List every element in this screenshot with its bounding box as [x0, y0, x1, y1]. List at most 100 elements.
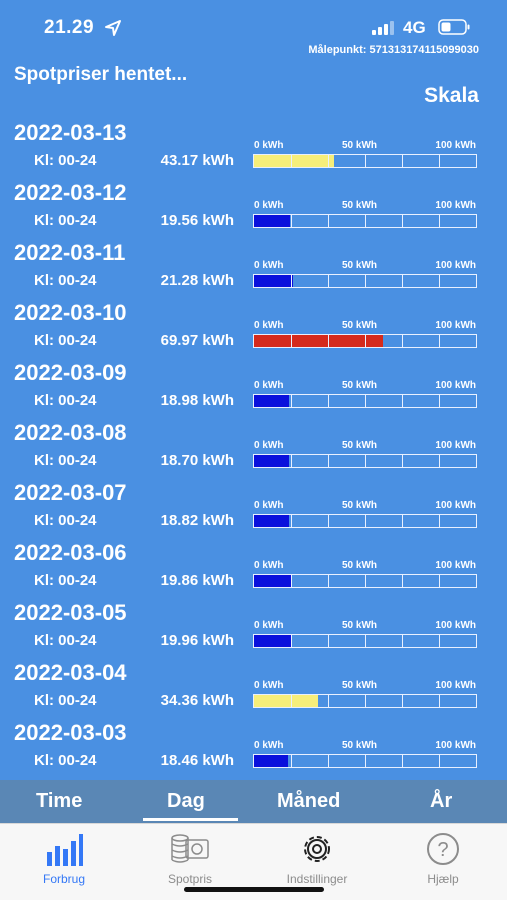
scale-tick-label: 100 kWh [435, 200, 476, 211]
day-row[interactable]: 2022-03-13 Kl: 00-24 43.17 kWh 0 kWh 50 kWh 1… [0, 116, 507, 176]
day-usage: 43.17 kWh [160, 152, 234, 169]
scale-tick-label: 0 kWh [254, 560, 284, 571]
scale-ticks: 0 kWh 50 kWh 100 kWh [254, 560, 476, 572]
usage-bar-divider [438, 275, 440, 287]
daily-usage-list[interactable]: 2022-03-13 Kl: 00-24 43.17 kWh 0 kWh 50 kWh 1… [0, 116, 507, 780]
usage-bar-divider [291, 335, 292, 347]
usage-bar-divider [327, 155, 329, 167]
usage-bar-divider [438, 395, 440, 407]
scale-ticks: 0 kWh 50 kWh 100 kWh [254, 200, 476, 212]
day-row[interactable]: 2022-03-09 Kl: 00-24 18.98 kWh 0 kWh 50 kWh 1… [0, 356, 507, 416]
scale-tick-label: 50 kWh [342, 680, 378, 691]
usage-bar-fill [254, 215, 291, 227]
svg-text:?: ? [437, 839, 448, 861]
usage-bar [253, 454, 477, 468]
usage-bar-divider [291, 635, 292, 647]
usage-bar-divider [327, 755, 329, 767]
usage-bar-divider [438, 755, 440, 767]
scale-tick-label: 100 kWh [435, 140, 476, 151]
scale-tick-label: 50 kWh [342, 320, 378, 331]
tab-dag[interactable]: Dag [167, 790, 205, 812]
day-date: 2022-03-04 [14, 660, 127, 685]
help-icon: ? [427, 833, 459, 865]
tab-aar[interactable]: År [430, 790, 453, 812]
scale-tick-label: 100 kWh [435, 320, 476, 331]
day-usage: 69.97 kWh [160, 332, 234, 349]
usage-bar-divider [402, 335, 403, 347]
day-row[interactable]: 2022-03-05 Kl: 00-24 19.96 kWh 0 kWh 50 kWh 1… [0, 596, 507, 656]
usage-bar-fill [254, 515, 289, 527]
scale-ticks: 0 kWh 50 kWh 100 kWh [254, 740, 476, 752]
usage-bar-divider [291, 455, 292, 467]
usage-bar [253, 694, 477, 708]
scale-ticks: 0 kWh 50 kWh 100 kWh [254, 440, 476, 452]
scale-tick-label: 100 kWh [435, 680, 476, 691]
day-row[interactable]: 2022-03-03 Kl: 00-24 18.46 kWh 0 kWh 50 kWh 1… [0, 716, 507, 776]
usage-bar [253, 514, 477, 528]
scale-tick-label: 50 kWh [342, 740, 378, 751]
usage-bar-fill [254, 335, 384, 347]
usage-bar [253, 394, 477, 408]
scale-tick-label: 100 kWh [435, 380, 476, 391]
usage-bar-divider [438, 215, 440, 227]
nav-spotpris[interactable]: Spotpris [135, 830, 245, 890]
usage-bar-divider [291, 515, 292, 527]
scale-tick-label: 0 kWh [254, 320, 284, 331]
scale-tick-label: 100 kWh [435, 560, 476, 571]
tab-maaned[interactable]: Måned [277, 790, 341, 812]
usage-bar-divider [402, 395, 403, 407]
usage-bar [253, 214, 477, 228]
day-row[interactable]: 2022-03-11 Kl: 00-24 21.28 kWh 0 kWh 50 kWh 1… [0, 236, 507, 296]
usage-bar-fill [254, 755, 289, 767]
day-row[interactable]: 2022-03-04 Kl: 00-24 34.36 kWh 0 kWh 50 kWh 1… [0, 656, 507, 716]
nav-indstillinger[interactable]: Indstillinger [262, 830, 372, 890]
meter-point-id: Målepunkt: 571313174115099030 [308, 44, 479, 56]
day-date: 2022-03-13 [14, 120, 127, 145]
usage-bar-divider [291, 755, 292, 767]
usage-bar-divider [402, 635, 403, 647]
day-row[interactable]: 2022-03-08 Kl: 00-24 18.70 kWh 0 kWh 50 kWh 1… [0, 416, 507, 476]
period-tabs: Time Dag Måned År [0, 780, 507, 823]
network-label: 4G [403, 18, 426, 37]
day-row[interactable]: 2022-03-06 Kl: 00-24 19.86 kWh 0 kWh 50 kWh 1… [0, 536, 507, 596]
battery-icon [438, 19, 470, 35]
usage-bar-divider [365, 755, 366, 767]
usage-bar-fill [254, 455, 289, 467]
usage-bar-divider [365, 335, 366, 347]
scale-tick-label: 100 kWh [435, 500, 476, 511]
tab-time[interactable]: Time [36, 790, 83, 812]
usage-bar-divider [365, 515, 366, 527]
scale-tick-label: 0 kWh [254, 140, 284, 151]
day-date: 2022-03-08 [14, 420, 127, 445]
day-period: Kl: 00-24 [34, 692, 97, 709]
usage-bar-divider [402, 695, 403, 707]
usage-bar-fill [254, 275, 294, 287]
scale-tick-label: 100 kWh [435, 440, 476, 451]
day-row[interactable]: 2022-03-10 Kl: 00-24 69.97 kWh 0 kWh 50 kWh 1… [0, 296, 507, 356]
scale-tick-label: 0 kWh [254, 440, 284, 451]
scale-tick-label: 0 kWh [254, 380, 284, 391]
scale-tick-label: 50 kWh [342, 200, 378, 211]
nav-hjaelp[interactable]: ? Hjælp [388, 830, 498, 890]
scale-tick-label: 50 kWh [342, 560, 378, 571]
bottom-navigation: Forbrug Spotpris Indstillinger ? Hjælp [0, 823, 507, 900]
usage-bar-fill [254, 395, 290, 407]
day-row[interactable]: 2022-03-12 Kl: 00-24 19.56 kWh 0 kWh 50 kWh 1… [0, 176, 507, 236]
nav-label-hjaelp: Hjælp [427, 872, 459, 886]
nav-forbrug[interactable]: Forbrug [9, 830, 119, 890]
usage-bar-divider [291, 275, 292, 287]
usage-bar-divider [365, 695, 366, 707]
day-row[interactable]: 2022-03-07 Kl: 00-24 18.82 kWh 0 kWh 50 kWh 1… [0, 476, 507, 536]
usage-bar-divider [291, 395, 292, 407]
usage-bar-divider [327, 515, 329, 527]
day-usage: 34.36 kWh [160, 692, 234, 709]
scale-tick-label: 100 kWh [435, 740, 476, 751]
home-indicator [184, 887, 324, 892]
day-date: 2022-03-05 [14, 600, 127, 625]
scale-button[interactable]: Skala [424, 84, 479, 107]
usage-bar-divider [438, 635, 440, 647]
usage-bar-fill [254, 695, 318, 707]
usage-bar-divider [438, 695, 440, 707]
scale-ticks: 0 kWh 50 kWh 100 kWh [254, 260, 476, 272]
usage-bar-divider [365, 395, 366, 407]
